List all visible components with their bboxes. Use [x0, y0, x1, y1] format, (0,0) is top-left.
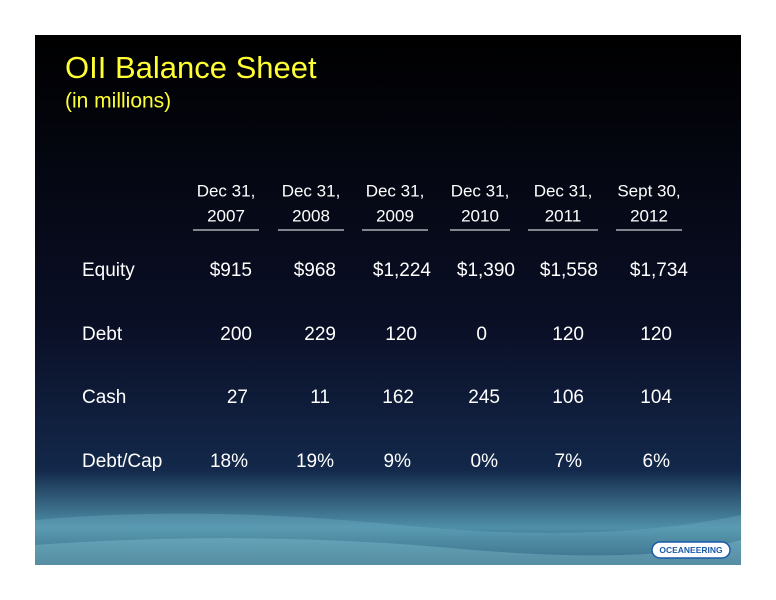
table-cell: 0% [471, 451, 499, 472]
row-label: Cash [82, 387, 126, 408]
table-cell: 11 [310, 387, 330, 408]
column-header: Sept 30, [617, 181, 680, 200]
column-header: Dec 31, [197, 181, 256, 200]
column-header-year: 2009 [376, 206, 414, 225]
table-cell: 200 [220, 324, 252, 345]
table-cell: $968 [294, 260, 336, 281]
logo: OCEANEERING [651, 541, 731, 559]
logo-text: OCEANEERING [659, 545, 723, 555]
balance-table: Dec 31, 2007 Dec 31, 2008 Dec 31, 2009 Dec 31,… [82, 181, 688, 472]
column-header-year: 2012 [630, 206, 668, 225]
table-cell: $1,558 [540, 260, 598, 281]
table-cell: 106 [552, 387, 584, 408]
table-cell: 0 [476, 324, 487, 345]
column-header-year: 2008 [292, 206, 330, 225]
table-cell: 27 [227, 387, 248, 408]
table-cell: 120 [552, 324, 584, 345]
table-cell: 162 [382, 387, 414, 408]
column-header: Dec 31, [282, 181, 341, 200]
table-cell: $1,390 [457, 260, 515, 281]
table-cell: 120 [640, 324, 672, 345]
column-header-year: 2010 [461, 206, 499, 225]
table-cell: 19% [296, 451, 334, 472]
table-cell: $915 [210, 260, 252, 281]
table-cell: $1,734 [630, 260, 689, 281]
column-header-year: 2011 [545, 206, 582, 225]
table-cell: 9% [384, 451, 412, 472]
table-cell: 18% [210, 451, 248, 472]
row-label: Equity [82, 260, 135, 281]
seafloor-light [35, 538, 741, 565]
seafloor [35, 513, 741, 565]
table-cell: 120 [385, 324, 417, 345]
logo-badge [651, 541, 731, 559]
table-cell: 229 [304, 324, 336, 345]
column-header: Dec 31, [534, 181, 593, 200]
table-cell: 245 [468, 387, 500, 408]
slide-background [35, 35, 741, 565]
table-cell: 7% [555, 451, 583, 472]
column-header: Dec 31, [451, 181, 510, 200]
row-label: Debt/Cap [82, 451, 162, 472]
row-label: Debt [82, 324, 123, 345]
slide-title: OII Balance Sheet [65, 50, 317, 85]
table-cell: 104 [640, 387, 672, 408]
slide-subtitle: (in millions) [65, 90, 171, 113]
column-header: Dec 31, [366, 181, 425, 200]
column-header-year: 2007 [207, 206, 245, 225]
table-cell: $1,224 [373, 260, 432, 281]
table-cell: 6% [643, 451, 671, 472]
